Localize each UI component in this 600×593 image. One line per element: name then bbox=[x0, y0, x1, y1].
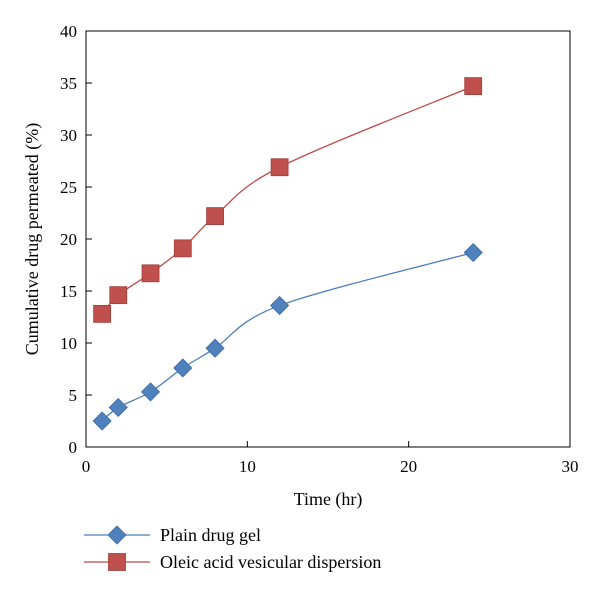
data-point-square bbox=[173, 239, 192, 258]
x-tick-label: 10 bbox=[239, 457, 256, 476]
y-tick-label: 5 bbox=[69, 386, 78, 405]
plot-frame bbox=[85, 30, 571, 448]
y-tick-label: 15 bbox=[60, 282, 77, 301]
legend-item: Plain drug gel bbox=[84, 525, 261, 545]
x-tick-label: 0 bbox=[82, 457, 91, 476]
y-tick-label: 40 bbox=[60, 22, 77, 41]
legend-marker-diamond bbox=[107, 525, 127, 545]
data-point-diamond bbox=[270, 295, 290, 316]
y-tick-label: 25 bbox=[60, 178, 77, 197]
data-point-diamond bbox=[140, 382, 161, 402]
y-tick-label: 30 bbox=[60, 126, 77, 145]
y-axis-title: Cumulative drug permeated (%) bbox=[22, 123, 43, 355]
y-tick-label: 10 bbox=[60, 334, 77, 353]
data-point-square bbox=[109, 286, 128, 305]
data-point-square bbox=[93, 304, 112, 323]
data-point-diamond bbox=[108, 397, 128, 418]
data-point-square bbox=[464, 77, 483, 96]
y-tick-label: 35 bbox=[60, 74, 77, 93]
x-tick-label: 30 bbox=[562, 457, 579, 476]
x-axis: 0 10 20 30 bbox=[82, 441, 579, 476]
legend-label: Oleic acid vesicular dispersion bbox=[160, 552, 381, 572]
legend: Plain drug gel Oleic acid vesicular dispe… bbox=[84, 525, 381, 572]
x-tick-label: 20 bbox=[400, 457, 417, 476]
series-markers bbox=[92, 77, 483, 431]
legend-item: Oleic acid vesicular dispersion bbox=[84, 552, 381, 572]
data-point-diamond bbox=[92, 411, 112, 431]
data-point-square bbox=[270, 158, 289, 177]
y-tick-label: 0 bbox=[69, 438, 78, 457]
data-point-diamond bbox=[205, 338, 225, 358]
series-lines bbox=[101, 85, 474, 422]
data-point-square bbox=[141, 264, 160, 283]
data-point-diamond bbox=[173, 358, 193, 378]
plot-area: 0 5 10 15 20 25 30 35 40 0 10 20 30 bbox=[60, 22, 579, 476]
legend-marker-square bbox=[108, 553, 126, 571]
data-point-square bbox=[206, 207, 224, 226]
legend-label: Plain drug gel bbox=[160, 525, 261, 545]
x-axis-title: Time (hr) bbox=[294, 489, 363, 510]
y-axis: 0 5 10 15 20 25 30 35 40 bbox=[60, 22, 92, 457]
y-tick-label: 20 bbox=[60, 230, 77, 249]
data-point-diamond bbox=[463, 242, 483, 263]
